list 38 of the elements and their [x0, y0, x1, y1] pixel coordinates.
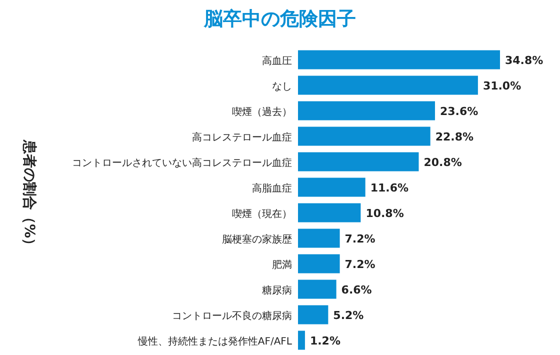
- chart-title: 脳卒中の危険因子: [203, 8, 356, 30]
- y-tick-label: なし: [272, 81, 292, 92]
- bar: [298, 101, 435, 120]
- data-label: 20.8%: [424, 156, 462, 169]
- y-tick-label: 喫煙（過去）: [232, 106, 292, 118]
- bar: [298, 203, 361, 222]
- y-tick-label: 高コレステロール血症: [192, 131, 292, 144]
- y-tick-label: 高血圧: [262, 54, 292, 67]
- bar: [298, 228, 340, 248]
- data-label: 6.6%: [341, 283, 372, 296]
- y-tick-label: 肥満: [272, 258, 292, 271]
- bar: [298, 330, 305, 350]
- data-label: 1.2%: [310, 334, 340, 348]
- data-label: 11.6%: [370, 181, 409, 194]
- y-tick-label: 慢性、持続性または発作性AF/AFL: [136, 335, 292, 348]
- data-label: 7.2%: [344, 232, 376, 246]
- y-tick-label: 喫煙（現在）: [232, 208, 292, 220]
- y-axis-title: 患者の割合（%）: [21, 138, 38, 252]
- bar: [298, 50, 500, 70]
- bar: [298, 126, 430, 146]
- data-label: 10.8%: [366, 206, 404, 220]
- y-tick-label: コントロールされていない高コレステロール血症: [72, 156, 292, 169]
- data-label: 31.0%: [482, 79, 522, 92]
- bar: [298, 152, 419, 172]
- bar: [298, 305, 328, 324]
- data-label: 34.8%: [505, 54, 544, 67]
- bar: [298, 178, 366, 197]
- bar: [298, 76, 478, 95]
- y-tick-label: 脳梗塞の家族歴: [222, 233, 292, 246]
- y-tick-label: 高脂血症: [252, 182, 292, 194]
- y-tick-label: コントロール不良の糖尿病: [172, 310, 292, 322]
- data-label: 23.6%: [440, 104, 478, 118]
- bar: [298, 254, 340, 274]
- data-label: 22.8%: [435, 130, 474, 144]
- y-tick-label: 糖尿病: [262, 284, 292, 296]
- data-label: 7.2%: [344, 258, 376, 271]
- data-label: 5.2%: [333, 308, 364, 322]
- bar: [298, 280, 336, 299]
